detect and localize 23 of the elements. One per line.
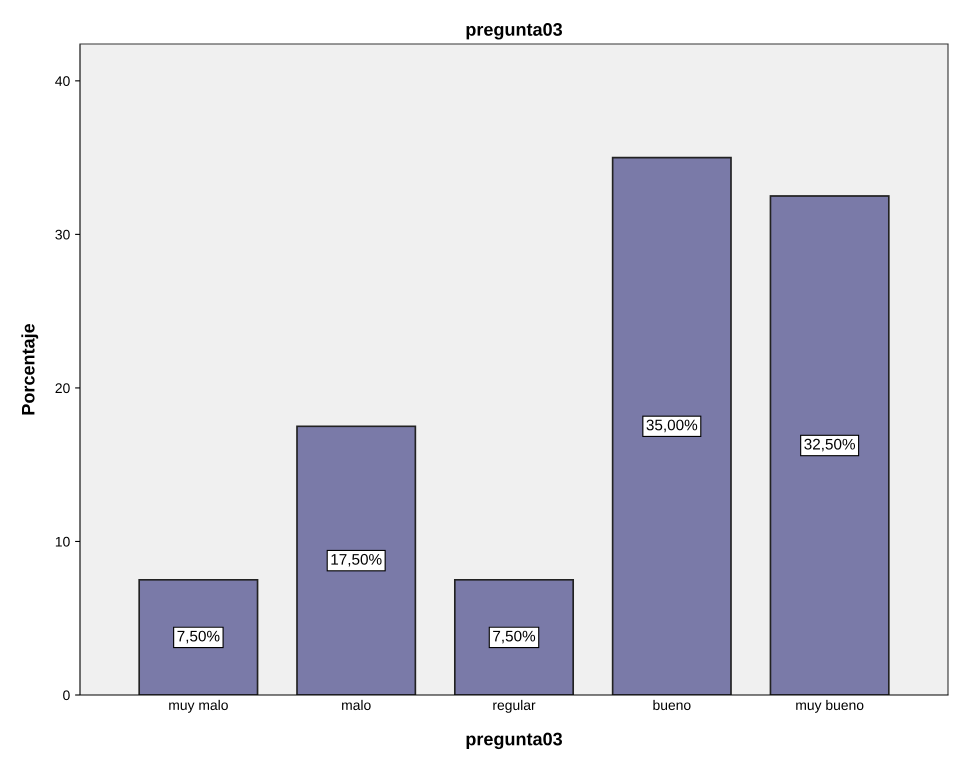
- bar: [770, 195, 890, 695]
- data-label: 7,50%: [177, 630, 220, 644]
- data-label: 35,00%: [646, 420, 698, 432]
- x-axis-title: pregunta03: [466, 732, 562, 750]
- x-tick-label: regular: [493, 700, 536, 713]
- data-label: 7,50%: [493, 630, 536, 644]
- y-tick-label: 10: [56, 536, 70, 547]
- y-tick-label: 40: [55, 76, 70, 86]
- x-tick-label: malo: [342, 700, 371, 710]
- x-tick-label: bueno: [653, 700, 691, 710]
- y-tick-label: 0: [63, 690, 70, 700]
- data-label: 32,50%: [804, 438, 856, 452]
- chart-title: pregunta03: [466, 23, 562, 40]
- bar: [612, 156, 732, 695]
- x-tick-label: muy bueno: [796, 700, 864, 713]
- bar: [296, 425, 416, 695]
- bar: [138, 579, 258, 695]
- data-label: 17,50%: [331, 554, 382, 567]
- x-tick-label: muy malo: [169, 700, 228, 713]
- y-tick-label: 20: [56, 383, 70, 394]
- y-tick-label: 30: [55, 230, 70, 240]
- y-axis-title: Porcentaje: [21, 324, 38, 414]
- bar: [454, 579, 574, 695]
